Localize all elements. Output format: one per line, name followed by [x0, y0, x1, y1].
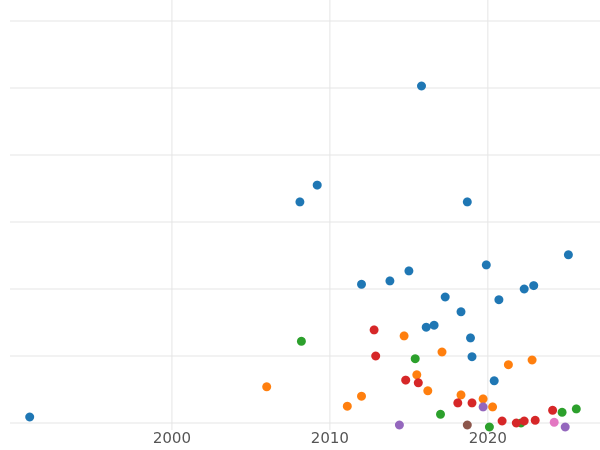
data-points-layer [25, 81, 581, 432]
data-point-series-orange [478, 394, 488, 404]
data-point-series-blue [466, 333, 475, 343]
data-point-series-blue [481, 260, 491, 270]
data-point-series-blue [467, 352, 477, 362]
data-point-series-blue [563, 250, 573, 260]
data-point-series-orange [527, 355, 537, 365]
data-point-series-blue [440, 292, 450, 302]
data-point-series-orange [423, 386, 433, 396]
data-point-series-green [557, 407, 567, 417]
data-point-series-blue [456, 307, 466, 317]
data-point-series-blue [295, 197, 305, 207]
data-point-series-red [401, 375, 411, 385]
data-point-series-blue [357, 279, 366, 289]
data-point-series-blue [385, 276, 395, 286]
x-axis-tick-labels: 2000 2010 2020 [153, 429, 507, 447]
data-point-series-red [453, 398, 463, 408]
data-point-series-orange [503, 360, 513, 370]
data-point-series-blue [312, 180, 322, 190]
data-point-series-orange [488, 402, 498, 412]
data-point-series-orange [412, 370, 422, 380]
data-point-series-orange [262, 382, 272, 392]
data-point-series-red [548, 405, 558, 415]
data-point-series-brown [462, 420, 472, 430]
x-tick-label: 2020 [469, 429, 507, 447]
data-point-series-orange [456, 390, 466, 400]
x-tick-label: 2010 [311, 429, 349, 447]
data-point-series-red [511, 418, 521, 428]
data-point-series-blue [519, 284, 529, 294]
data-point-series-green [410, 354, 420, 364]
data-point-series-red [519, 416, 529, 426]
data-point-series-green [484, 422, 494, 432]
data-point-series-blue [462, 197, 472, 207]
data-point-series-green [571, 404, 581, 414]
data-point-series-red [371, 351, 381, 361]
data-point-series-orange [342, 401, 352, 411]
data-point-series-red [467, 398, 477, 408]
x-tick-label: 2000 [153, 429, 191, 447]
data-point-series-red [497, 416, 507, 426]
data-point-series-green [296, 336, 306, 346]
data-point-series-blue [494, 295, 504, 305]
data-point-series-blue [489, 376, 499, 386]
data-point-series-blue [529, 281, 539, 291]
data-point-series-blue [421, 322, 431, 332]
data-point-series-purple [394, 420, 404, 430]
data-point-series-orange [357, 391, 366, 401]
data-point-series-pink [549, 417, 559, 427]
data-point-series-blue [417, 81, 426, 91]
data-point-series-blue [25, 412, 35, 422]
data-point-series-blue [429, 320, 439, 330]
data-point-series-blue [404, 266, 414, 276]
data-point-series-purple [478, 402, 488, 412]
data-point-series-orange [437, 347, 447, 357]
data-point-series-red [413, 378, 423, 388]
data-point-series-green [436, 409, 445, 419]
data-point-series-purple [560, 422, 570, 432]
data-point-series-red [530, 415, 540, 425]
data-point-series-red [369, 325, 379, 335]
data-point-series-orange [399, 331, 409, 341]
gridlines [10, 0, 600, 430]
